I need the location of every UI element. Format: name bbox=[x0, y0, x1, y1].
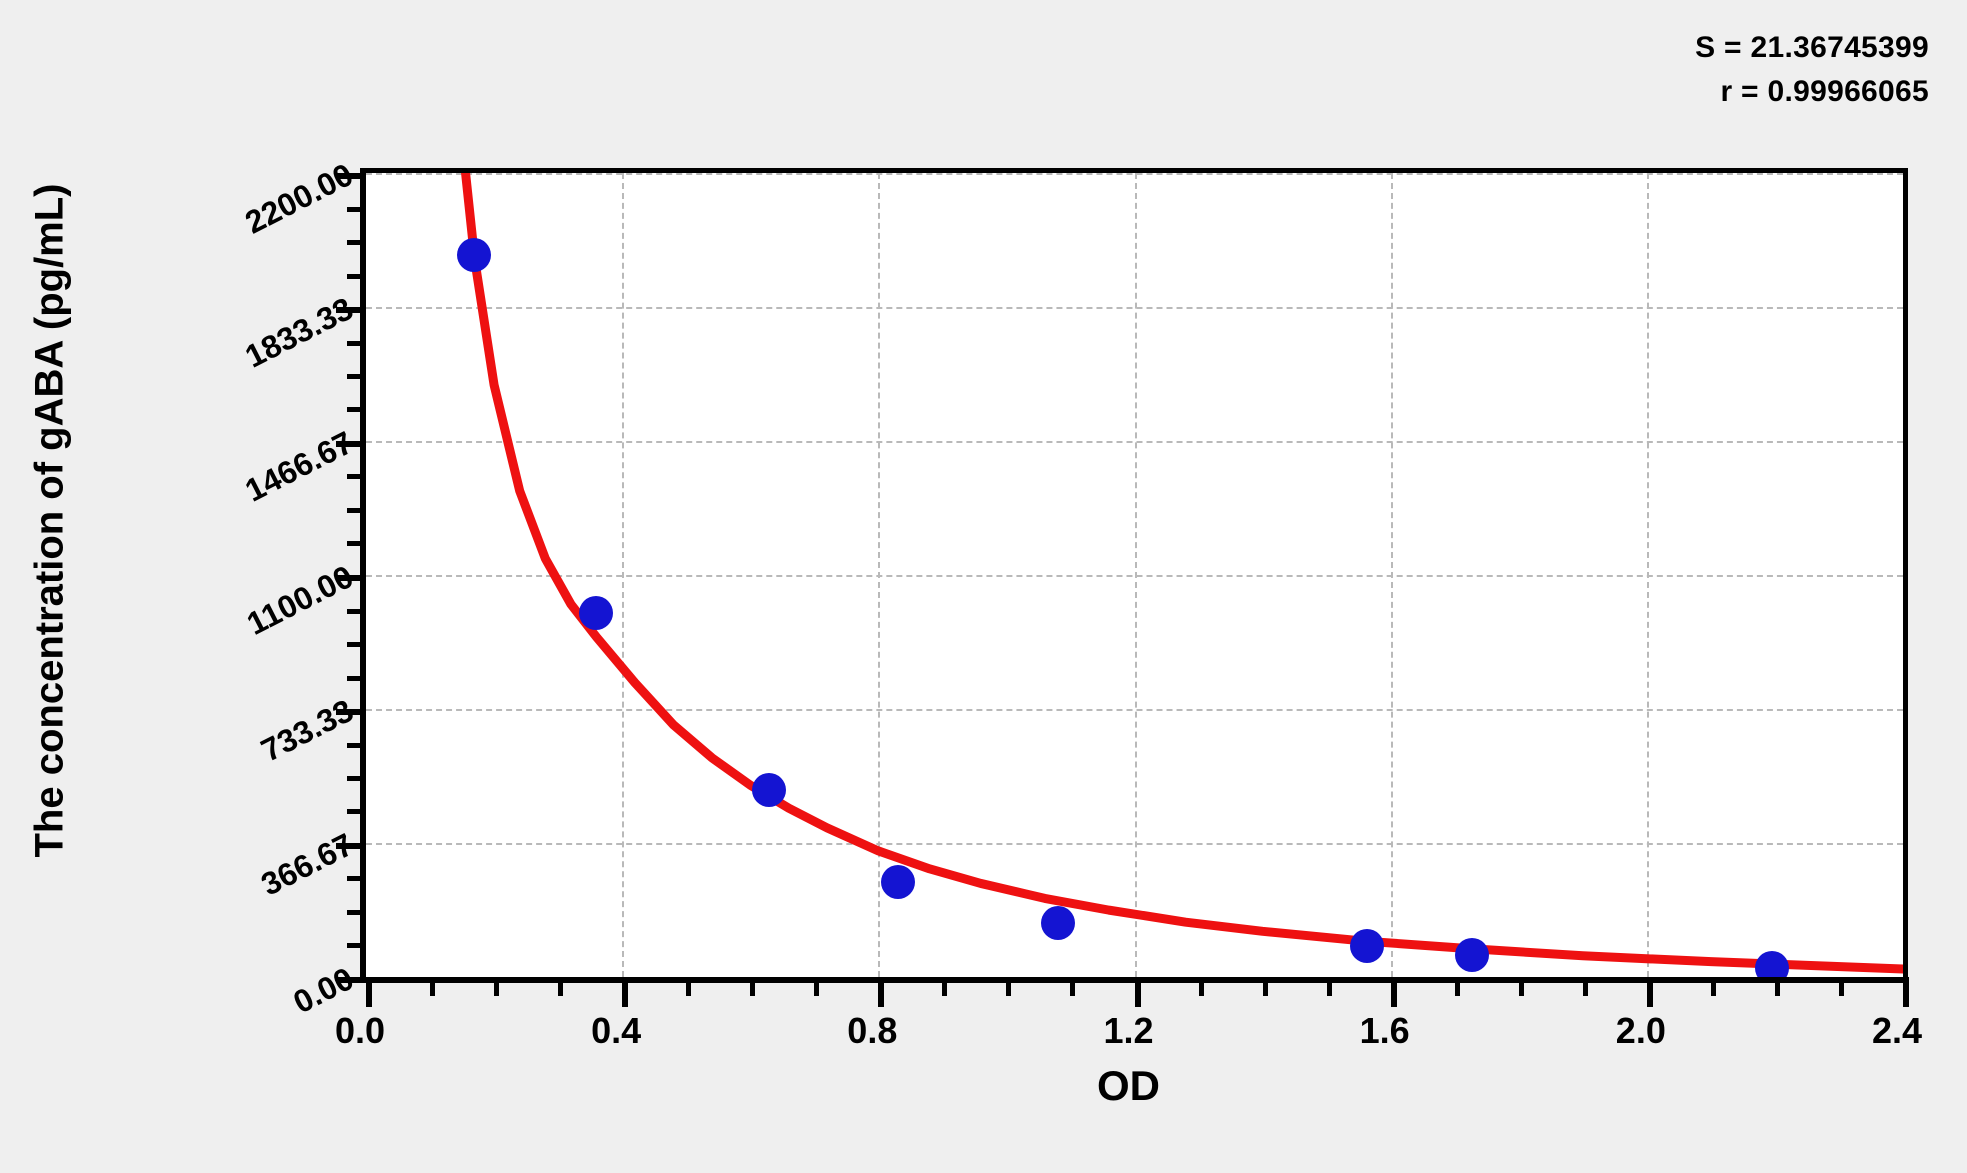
y-tick-label-text: 733.33 bbox=[255, 692, 360, 769]
data-point bbox=[457, 238, 492, 273]
y-tick-major bbox=[336, 440, 366, 447]
y-tick-minor bbox=[347, 909, 366, 915]
y-tick-minor bbox=[347, 474, 366, 480]
fitted-curve-line bbox=[461, 173, 1903, 974]
x-axis-title-text: OD bbox=[1097, 1062, 1160, 1109]
gridline-vertical bbox=[622, 173, 625, 977]
data-point bbox=[1041, 905, 1076, 940]
annotation-s: S = 21.36745399 bbox=[1695, 31, 1929, 64]
y-tick-major bbox=[336, 842, 366, 849]
fitted-curve bbox=[461, 173, 1903, 974]
y-tick-minor bbox=[347, 776, 366, 781]
x-tick-label: 1.2 bbox=[1103, 1010, 1154, 1051]
y-tick-label-text: 366.67 bbox=[255, 826, 360, 903]
x-tick-minor bbox=[430, 977, 436, 996]
gridline-vertical bbox=[1134, 173, 1137, 977]
y-tick-minor bbox=[347, 742, 366, 748]
y-tick-minor bbox=[347, 876, 366, 882]
x-tick-label: 2.4 bbox=[1871, 1010, 1923, 1051]
plot-area bbox=[336, 168, 1909, 1007]
gridline-vertical bbox=[878, 173, 881, 977]
y-tick-major bbox=[336, 977, 366, 983]
data-point bbox=[1754, 950, 1789, 977]
x-tick-minor bbox=[1774, 977, 1780, 996]
y-tick-minor bbox=[347, 407, 366, 413]
y-tick-minor bbox=[347, 240, 366, 245]
y-tick-minor bbox=[347, 541, 366, 547]
x-tick-minor bbox=[942, 977, 948, 996]
x-tick-major bbox=[878, 977, 885, 1007]
x-tick-minor bbox=[1006, 977, 1012, 996]
data-point bbox=[1454, 938, 1489, 973]
data-point bbox=[881, 864, 916, 899]
x-tick-minor bbox=[1326, 977, 1332, 996]
x-tick-major bbox=[1134, 977, 1141, 1007]
x-tick-label: 0.8 bbox=[847, 1010, 898, 1051]
x-tick-major bbox=[1646, 977, 1653, 1007]
data-point bbox=[752, 772, 787, 807]
y-tick-minor bbox=[347, 374, 366, 379]
y-tick-major bbox=[336, 575, 366, 581]
gridline-vertical bbox=[1390, 173, 1393, 977]
x-tick-label: 1.6 bbox=[1359, 1010, 1410, 1051]
x-tick-minor bbox=[1838, 977, 1844, 996]
x-tick-minor bbox=[750, 977, 756, 996]
y-axis-title-text: The concentration of gABA (pg/mL) bbox=[27, 182, 72, 858]
y-tick-label-text: 1100.00 bbox=[241, 558, 360, 642]
y-tick-major bbox=[336, 709, 366, 715]
x-axis-title: OD bbox=[360, 1062, 1897, 1110]
x-tick-minor bbox=[1198, 977, 1204, 996]
y-tick-label-text: 2200.00 bbox=[239, 156, 360, 241]
y-tick-major bbox=[336, 173, 366, 179]
x-tick-label: 2.0 bbox=[1615, 1010, 1666, 1051]
plot-inner bbox=[366, 173, 1903, 977]
data-point bbox=[578, 596, 613, 630]
x-tick-minor bbox=[1454, 977, 1460, 996]
x-tick-minor bbox=[1582, 977, 1588, 996]
x-tick-major bbox=[622, 977, 629, 1007]
x-tick-major bbox=[1903, 977, 1909, 1007]
y-tick-minor bbox=[347, 642, 366, 647]
x-tick-label: 0.4 bbox=[591, 1010, 642, 1051]
y-tick-minor bbox=[347, 608, 366, 614]
gridline-vertical bbox=[1646, 173, 1649, 977]
y-tick-label-text: 1833.33 bbox=[239, 290, 360, 375]
x-tick-minor bbox=[494, 977, 500, 996]
fit-statistics: S = 21.36745399 r = 0.99966065 bbox=[1695, 26, 1929, 113]
annotation-r: r = 0.99966065 bbox=[1720, 74, 1929, 108]
y-tick-label-text: 1466.67 bbox=[239, 424, 360, 509]
y-tick-minor bbox=[347, 206, 366, 212]
data-point bbox=[1349, 928, 1384, 963]
x-tick-minor bbox=[1262, 977, 1268, 996]
x-tick-minor bbox=[558, 977, 564, 996]
y-tick-major bbox=[336, 307, 366, 313]
x-tick-label: 0.0 bbox=[334, 1010, 386, 1051]
x-tick-minor bbox=[1070, 977, 1076, 996]
x-tick-major bbox=[366, 977, 372, 1007]
x-tick-minor bbox=[814, 977, 820, 996]
x-tick-minor bbox=[1518, 977, 1524, 996]
y-tick-minor bbox=[347, 340, 366, 346]
y-tick-minor bbox=[347, 809, 366, 815]
x-tick-minor bbox=[1710, 977, 1716, 996]
y-tick-minor bbox=[347, 507, 366, 513]
y-tick-minor bbox=[347, 675, 366, 681]
y-axis-title: The concentration of gABA (pg/mL) bbox=[20, 0, 80, 1040]
y-tick-minor bbox=[347, 273, 366, 279]
y-tick-minor bbox=[347, 943, 366, 949]
x-tick-major bbox=[1390, 977, 1397, 1007]
x-tick-minor bbox=[686, 977, 692, 996]
